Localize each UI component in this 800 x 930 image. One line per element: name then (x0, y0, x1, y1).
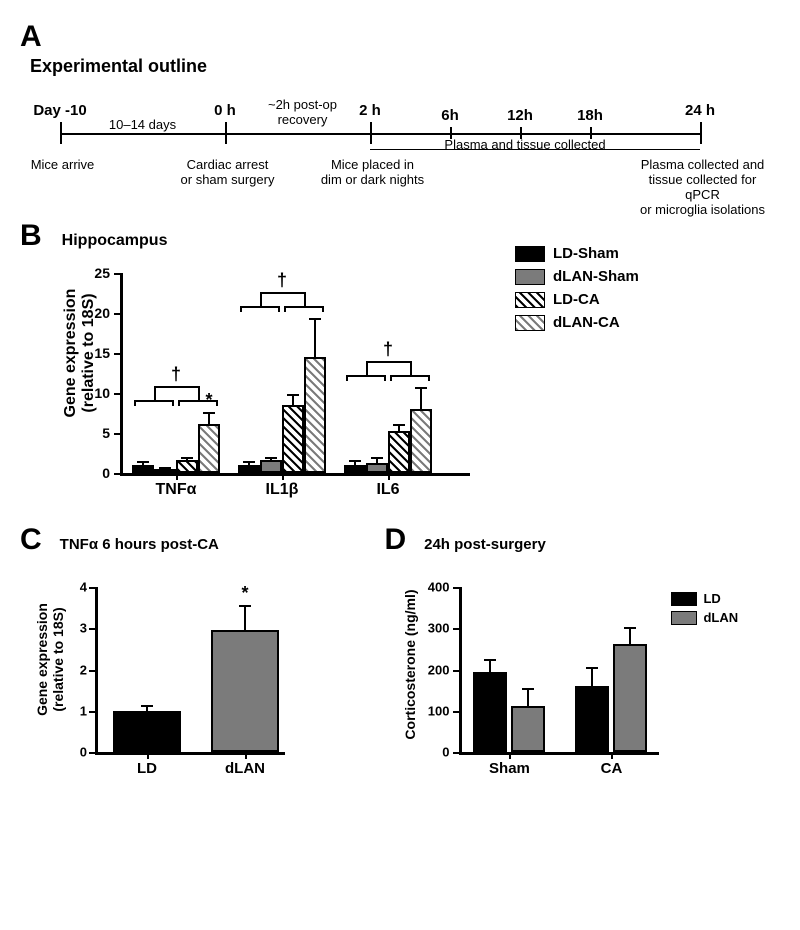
bar (388, 431, 410, 473)
legend-item: dLAN-Sham (515, 268, 639, 285)
panel-b-label: B (20, 219, 42, 253)
timeline-label: 12h (507, 107, 533, 124)
legend-b: LD-Sham dLAN-Sham LD-CA dLAN-CA (515, 245, 639, 337)
legend-item: dLAN-CA (515, 314, 639, 331)
bar (176, 460, 198, 473)
panel-c-title: TNFα 6 hours post-CA (60, 536, 219, 553)
timeline-label: 18h (577, 107, 603, 124)
panel-b-title: Hippocampus (62, 232, 168, 250)
bar (211, 630, 279, 752)
chart-corticosterone: 0100200300400Corticosterone (ng/ml)ShamC… (384, 557, 764, 787)
timeline: Day -100 h2 h6h12h18h24 h10–14 days~2h p… (50, 85, 730, 205)
bar (575, 686, 609, 752)
bar (613, 644, 647, 752)
panel-d-label: D (384, 523, 406, 557)
panel-d-title: 24h post-surgery (424, 536, 546, 553)
chart-tnfa-6h: 01234Gene expression(relative to 18S)LD*… (20, 557, 330, 787)
legend-item: LD-CA (515, 291, 639, 308)
bar (113, 711, 181, 752)
timeline-annotation: Plasma collected andtissue collected for… (630, 157, 775, 217)
bar (410, 409, 432, 473)
panel-a-label: A (20, 20, 42, 53)
bar (282, 405, 304, 473)
legend-item: dLAN (671, 610, 738, 625)
bar (238, 465, 260, 473)
timeline-label: 0 h (214, 102, 236, 119)
bar (198, 424, 220, 473)
bar (304, 357, 326, 473)
timeline-label: 6h (441, 107, 459, 124)
timeline-annotation: Cardiac arrestor sham surgery (155, 157, 300, 187)
legend-item: LD-Sham (515, 245, 639, 262)
panel-a-title: Experimental outline (30, 56, 780, 77)
bar (473, 672, 507, 752)
bar (154, 469, 176, 473)
panel-b: B Hippocampus 0510152025Gene expression(… (20, 219, 780, 513)
bar (260, 460, 282, 473)
timeline-label: 24 h (685, 102, 715, 119)
timeline-annotation: Mice arrive (0, 157, 135, 172)
chart-hippocampus: 0510152025Gene expression(relative to 18… (50, 253, 490, 513)
bar (132, 465, 154, 473)
bar (511, 706, 545, 752)
panel-c-label: C (20, 523, 42, 557)
panel-a: A Experimental outline Day -10 0 h 2 h 6h 12… (20, 20, 780, 205)
legend-item: LD (671, 591, 738, 606)
bar (344, 465, 366, 473)
timeline-label: Day -10 (33, 102, 86, 119)
timeline-annotation: Mice placed indim or dark nights (300, 157, 445, 187)
bar (366, 463, 388, 473)
legend-d: LD dLAN (671, 591, 738, 629)
timeline-label: 2 h (359, 102, 381, 119)
